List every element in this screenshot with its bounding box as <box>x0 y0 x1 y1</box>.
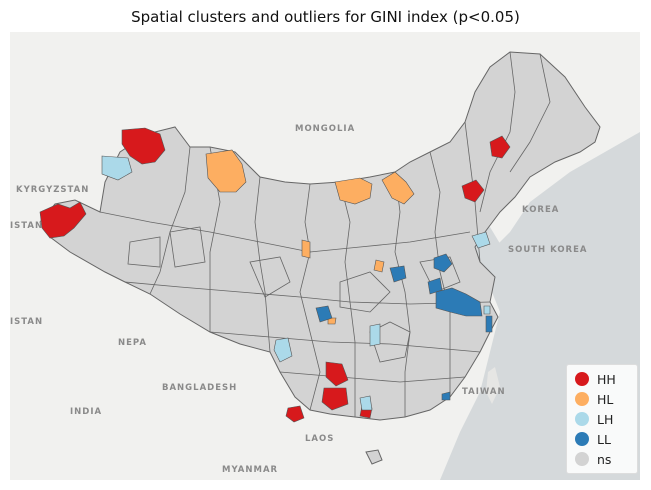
label-west-partial: ISTAN <box>10 221 43 231</box>
label-taiwan: TAIWAN <box>462 387 506 397</box>
legend-item-ll: LL <box>575 429 611 449</box>
lh-outliers <box>101 155 491 411</box>
hl-outliers <box>205 149 445 325</box>
label-india: INDIA <box>70 407 102 417</box>
label-nepal: NEPA <box>118 338 147 348</box>
legend-label-ns: ns <box>597 451 612 467</box>
china-outline <box>39 51 601 421</box>
label-laos: LAOS <box>305 434 334 444</box>
label-mongolia: MONGOLIA <box>295 124 355 134</box>
province-boundaries <box>99 51 551 417</box>
label-south-korea: SOUTH KOREA <box>508 245 587 255</box>
label-kyrgyzstan: KYRGYZSTAN <box>16 185 89 195</box>
legend-label-hl: HL <box>597 391 614 407</box>
legend-item-ns: ns <box>575 449 611 469</box>
label-korea: KOREA <box>522 205 559 215</box>
map-title: Spatial clusters and outliers for GINI i… <box>131 8 520 26</box>
legend-item-hh: HH <box>575 369 616 389</box>
legend-swatch-ns <box>575 452 589 466</box>
map-canvas: MONGOLIA KYRGYZSTAN KOREA SOUTH KOREA NE… <box>10 32 640 480</box>
label-pakistan-partial: ISTAN <box>10 317 43 327</box>
legend-label-hh: HH <box>597 371 616 387</box>
legend-item-hl: HL <box>575 389 613 409</box>
label-bangladesh: BANGLADESH <box>162 383 237 393</box>
label-myanmar: MYANMAR <box>222 465 278 475</box>
ll-clusters <box>315 253 493 401</box>
legend-swatch-lh <box>575 412 589 426</box>
taiwan-island <box>486 367 500 404</box>
hainan-island <box>365 449 383 465</box>
legend-label-ll: LL <box>597 431 611 447</box>
legend-swatch-hh <box>575 372 589 386</box>
legend-item-lh: LH <box>575 409 613 429</box>
map-legend: HH HL LH LL ns <box>566 364 638 474</box>
legend-swatch-hl <box>575 392 589 406</box>
legend-swatch-ll <box>575 432 589 446</box>
legend-label-lh: LH <box>597 411 614 427</box>
